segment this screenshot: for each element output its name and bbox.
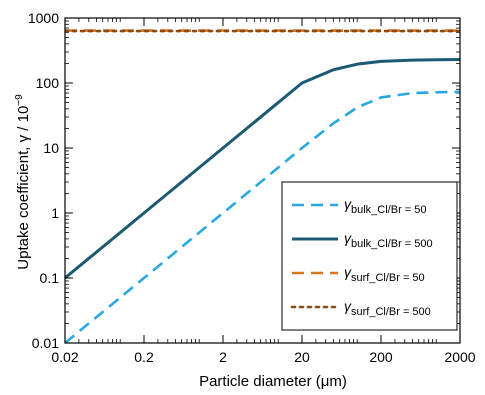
legend-symbol: γ [344,264,352,280]
legend-symbol: γ [344,230,352,246]
legend-label-1: γbulk_Cl/Br = 50 [344,196,427,216]
legend-label-3: γsurf_Cl/Br = 50 [344,264,425,284]
legend-symbol: γ [344,196,352,212]
legend-subscript: surf_Cl/Br = 500 [351,306,431,318]
x-tick-label: 2000 [444,349,475,365]
legend-subscript: bulk_Cl/Br = 500 [351,238,433,250]
y-tick-label: 1000 [28,10,59,26]
y-tick-label: 100 [36,75,60,91]
y-tick-label: 10 [43,140,59,156]
minor-ticks [64,17,461,344]
legend-label-4: γsurf_Cl/Br = 500 [344,298,431,318]
x-tick-label: 20 [294,349,310,365]
x-tick-label: 2 [219,349,227,365]
legend-subscript: bulk_Cl/Br = 50 [351,204,427,216]
major-ticks: 0.02 0.2 2 20 200 2000 0.01 0.1 1 10 100 1000 [28,10,476,365]
series-line-1 [65,90,460,343]
x-tick-label: 200 [369,349,393,365]
x-axis-title: Particle diameter (μm) [199,373,347,390]
y-axis-title: Uptake coefficient, γ / 10−9 [14,94,32,270]
x-tick-label: 0.02 [51,349,78,365]
y-tick-label: 1 [51,205,59,221]
y-tick-label: 0.01 [32,335,59,351]
data-lines [65,29,460,343]
legend-label-2: γbulk_Cl/Br = 500 [344,230,433,250]
plot-frame [64,17,461,344]
legend-subscript: surf_Cl/Br = 50 [351,272,425,284]
series-line-2 [65,57,460,280]
x-tick-label: 0.2 [134,349,154,365]
legend-box [281,181,458,331]
y-tick-label: 0.1 [40,270,60,286]
legend-symbol: γ [344,298,352,314]
